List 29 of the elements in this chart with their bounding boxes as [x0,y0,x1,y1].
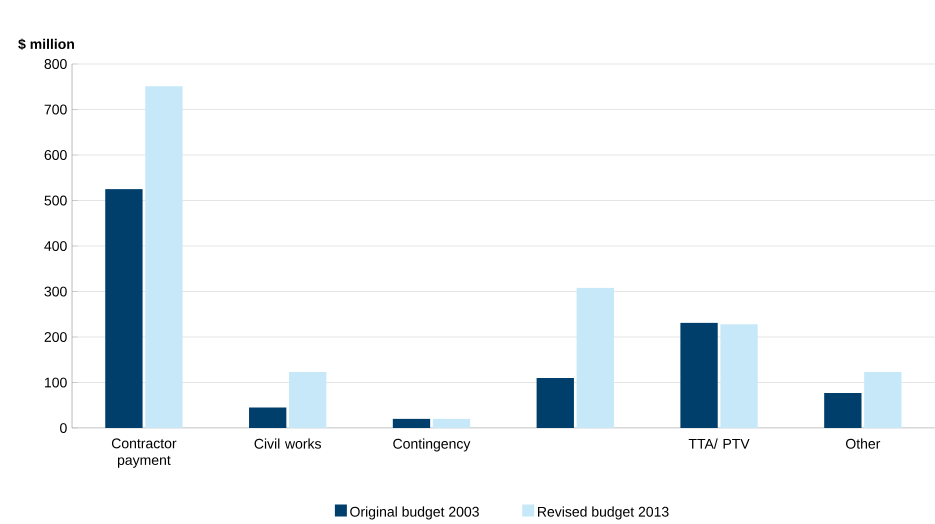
bar [432,418,470,428]
y-tick-label: 800 [44,59,67,69]
y-tick-label: 600 [44,150,67,160]
bar [105,189,143,428]
x-tick-label: Contingency [393,438,470,452]
bar [392,418,430,428]
bar [289,372,326,428]
y-axis-title: $ million [18,38,74,50]
legend-label: Revised budget 2013 [538,506,669,520]
bar [680,322,718,428]
bar [576,288,614,428]
y-tick-label: 400 [44,241,67,251]
legend-label: Original budget 2003 [350,506,479,520]
x-tick-label: Other [846,438,880,449]
bar [864,372,902,428]
y-tick-label: 500 [44,196,67,206]
x-tick-label: TTA/ PTV [688,438,750,449]
y-tick-label: 100 [45,378,67,388]
y-tick-label: 0 [60,423,67,433]
y-tick-label: 300 [44,286,67,296]
bar [145,86,183,428]
bar [720,324,758,428]
x-tick-label: Civil works [254,438,321,449]
y-tick-label: 200 [44,332,67,342]
x-tick-label: Contractor payment [112,438,176,468]
bar [536,378,574,428]
bar [824,392,862,428]
y-tick-label: 700 [44,104,67,114]
bar [249,408,286,428]
